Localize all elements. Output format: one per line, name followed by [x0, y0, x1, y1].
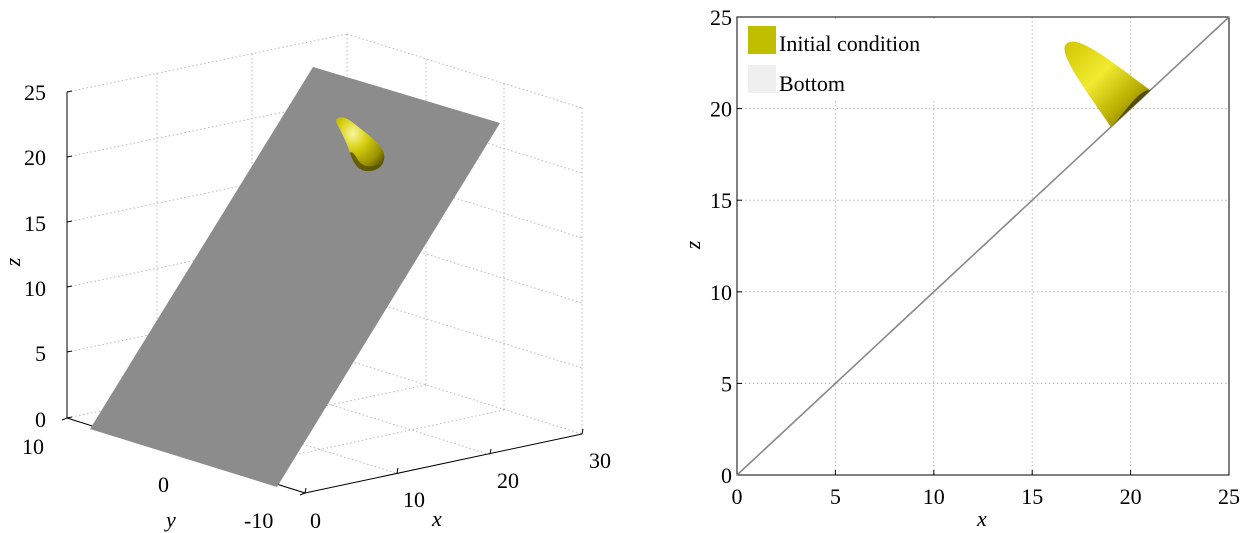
- series-initial-condition-bump: [1064, 41, 1151, 127]
- legend-background: [742, 20, 964, 100]
- legend-swatch-bottom: [748, 65, 776, 93]
- initial-condition-bump-3d: [336, 117, 385, 172]
- x-tick-label: 0: [310, 508, 321, 533]
- x-tick-labels: 0 10 20 30: [310, 448, 611, 533]
- z-tick-label: 5: [35, 341, 46, 366]
- z-axis-label-2d: z: [680, 240, 705, 250]
- x-tick-label-2d: 25: [1218, 484, 1240, 509]
- y-tick-label: 0: [158, 472, 169, 497]
- z-tick-label-2d: 0: [721, 463, 732, 488]
- x-tick-label-2d: 15: [1021, 484, 1043, 509]
- y-axis-label: y: [164, 507, 176, 532]
- z-tick-labels: 25 20 15 10 5 0: [24, 80, 46, 432]
- ticks-2d: 0 5 10 15 20 25 0 5 10 15 20 25: [710, 5, 1240, 509]
- chart-3d: 25 20 15 10 5 0 10 0 -10 0 10 20 30 z y …: [0, 33, 611, 533]
- legend-label-initial-condition: Initial condition: [779, 31, 920, 56]
- z-tick-label: 20: [24, 145, 46, 170]
- x-tick-label-2d: 20: [1120, 484, 1142, 509]
- x-axis-label-2d: x: [976, 506, 987, 531]
- bump-shadow: [1110, 90, 1151, 127]
- z-tick-label: 0: [35, 407, 46, 432]
- legend: Initial condition Bottom: [742, 20, 964, 100]
- x-tick-label-2d: 0: [732, 484, 743, 509]
- x-tick-label: 30: [589, 448, 611, 473]
- z-tick-label-2d: 5: [721, 371, 732, 396]
- z-axis-label: z: [0, 257, 25, 267]
- y-tick-labels: 10 0 -10: [22, 434, 273, 533]
- z-tick-label: 15: [24, 211, 46, 236]
- x-tick-label: 20: [497, 468, 519, 493]
- y-tick-label: 10: [22, 434, 44, 459]
- chart-2d: 0 5 10 15 20 25 0 5 10 15 20 25 Initial condition B…: [680, 5, 1240, 531]
- z-tick-label-2d: 10: [710, 280, 732, 305]
- x-tick-label-2d: 10: [923, 484, 945, 509]
- x-tick-label-2d: 5: [830, 484, 841, 509]
- z-tick-label-2d: 15: [710, 188, 732, 213]
- z-tick-label-2d: 20: [710, 97, 732, 122]
- z-tick-label: 10: [24, 276, 46, 301]
- plot-frame: [736, 16, 1230, 476]
- legend-label-bottom: Bottom: [779, 71, 845, 96]
- z-tick-label: 25: [24, 80, 46, 105]
- y-tick-label: -10: [244, 508, 273, 533]
- bottom-plane-surface: [90, 67, 500, 487]
- x-tick-label: 10: [403, 487, 425, 512]
- z-tick-label-2d: 25: [710, 5, 732, 30]
- legend-swatch-initial-condition: [748, 26, 776, 54]
- x-axis-label: x: [431, 506, 442, 531]
